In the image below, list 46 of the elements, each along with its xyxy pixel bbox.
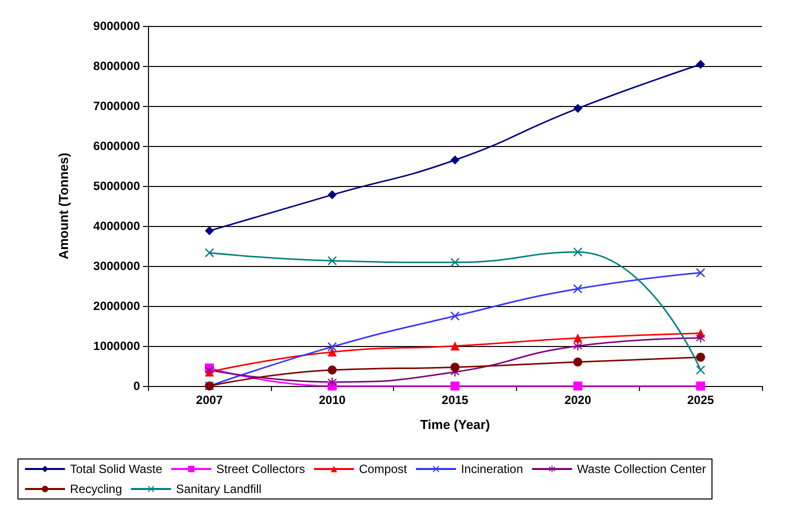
point [696,352,706,362]
point [573,248,582,256]
point [450,342,460,350]
point [573,382,582,390]
y-tick-label: 4000000 [93,219,140,233]
point [696,60,706,69]
point [450,382,460,390]
x-axis-title: Time (Year) [420,417,490,432]
point [204,248,214,258]
y-tick-label: 7000000 [93,99,140,113]
point [328,190,337,200]
point [328,378,337,386]
point [696,268,706,278]
point [573,342,582,350]
x-tick-label: 2025 [687,393,714,407]
legend-label: Street Collectors [216,462,305,476]
legend-label: Sanitary Landfill [176,482,262,496]
y-tick-label: 0 [133,379,140,393]
y-tick-label: 3000000 [93,259,140,273]
legend-label: Incineration [460,462,524,476]
point [573,104,582,113]
point [328,366,337,374]
y-tick-label: 9000000 [93,19,140,33]
y-tick-label: 8000000 [93,59,140,73]
x-tick-label: 2020 [564,393,592,407]
y-axis-title: Amount (Tonnes) [56,152,71,260]
y-tick-label: 2000000 [93,299,140,313]
point [696,334,706,342]
y-tick-label: 6000000 [93,139,140,153]
y-tick-label: 5000000 [93,179,140,193]
legend-label: Waste Collection Center [577,462,706,476]
legend-label: Recycling [70,482,122,496]
point [696,382,706,390]
point [450,362,460,372]
point [573,358,582,366]
point [450,258,460,267]
x-tick-label: 2015 [442,393,469,407]
legend-label: Total Solid Waste [70,462,163,476]
legend-label: Compost [358,462,408,476]
point [328,348,337,356]
y-tick-label: 1000000 [93,339,140,353]
point [573,334,582,342]
point [450,156,460,164]
x-tick-label: 2010 [318,393,346,407]
x-tick-label: 2007 [196,393,224,407]
point [204,226,214,236]
